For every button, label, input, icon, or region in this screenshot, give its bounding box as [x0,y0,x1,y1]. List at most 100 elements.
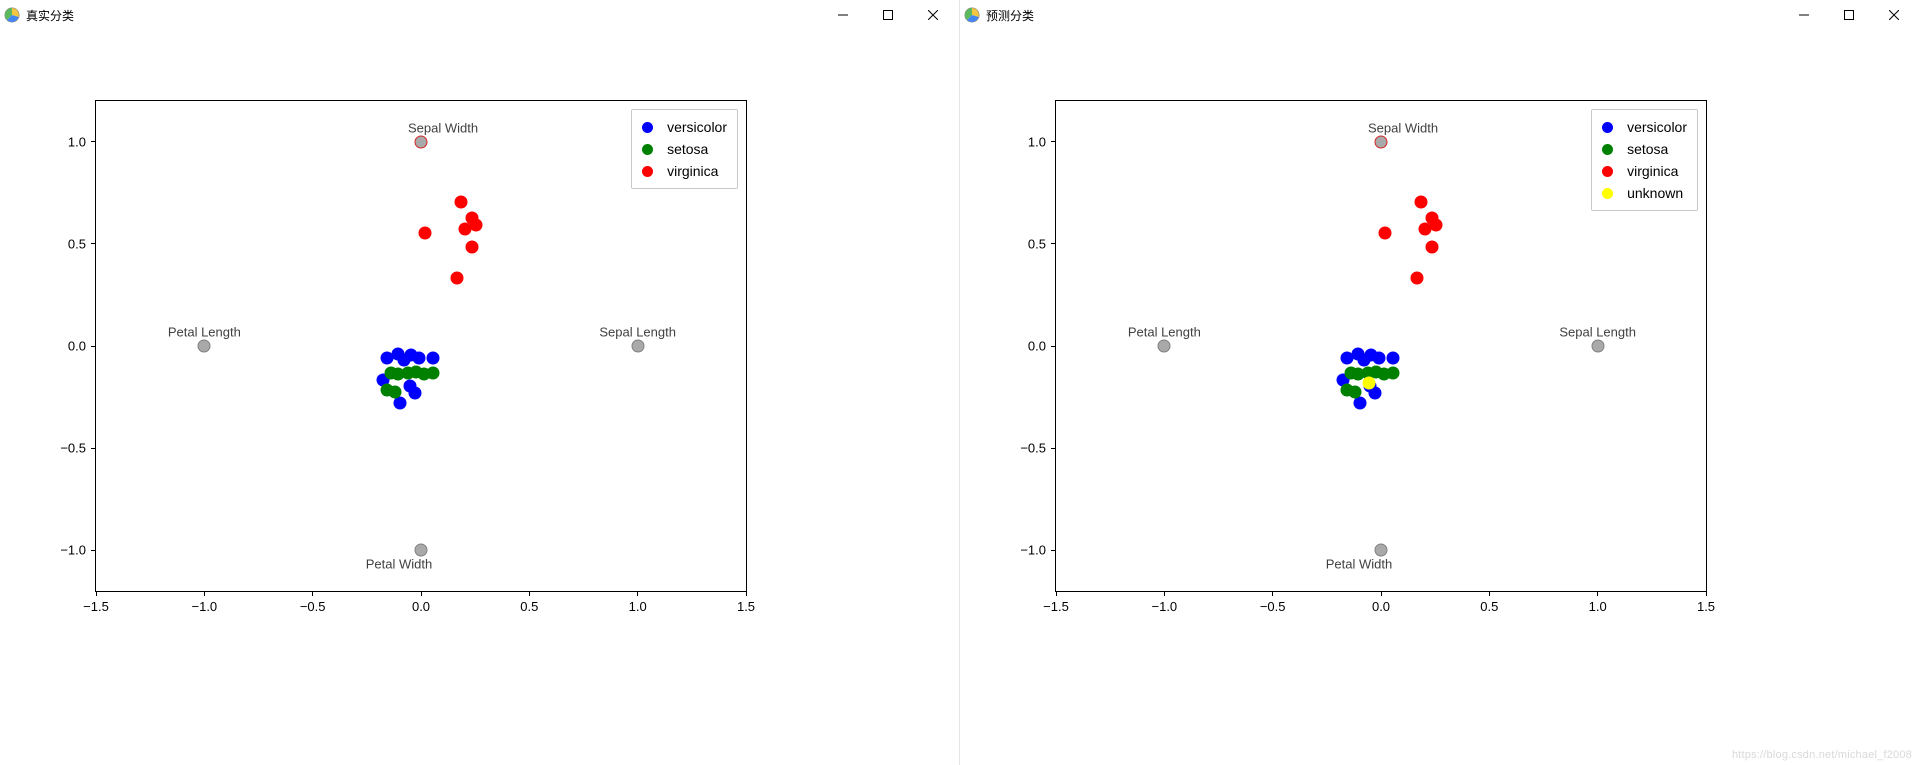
window-titlebar[interactable]: 预测分类 [960,0,1920,30]
y-tick-label: 1.0 [1028,134,1046,149]
anchor-label: Sepal Length [599,325,676,340]
x-tick-label: −0.5 [1260,599,1286,614]
x-tick-label: −1.5 [1043,599,1069,614]
legend-label: virginica [667,163,718,179]
y-tick-label: 0.0 [68,339,86,354]
window-true-class: 真实分类 −1.5−1.0−0.50.00.51.01.5−1.0−0.50.00… [0,0,960,765]
x-tick [312,591,313,596]
anchor-label: Sepal Length [1559,325,1636,340]
data-point-virginica [419,226,432,239]
x-tick [1381,591,1382,596]
x-tick [637,591,638,596]
x-tick [96,591,97,596]
data-point-virginica [470,218,483,231]
maximize-button[interactable] [865,0,910,30]
window-titlebar[interactable]: 真实分类 [0,0,959,30]
legend-item-versicolor: versicolor [1602,116,1687,138]
anchor-label: Petal Length [168,325,241,340]
y-tick [1051,448,1056,449]
x-tick-label: 0.0 [412,599,430,614]
legend-marker [1602,188,1613,199]
anchor-label: Petal Width [1326,557,1392,572]
data-point-versicolor [408,386,421,399]
legend-item-setosa: setosa [1602,138,1687,160]
legend-label: virginica [1627,163,1678,179]
x-tick-label: −1.0 [191,599,217,614]
anchor-petal-length [198,340,211,353]
x-tick-label: 1.5 [1697,599,1715,614]
y-tick-label: 0.0 [1028,339,1046,354]
x-tick [529,591,530,596]
legend-marker [642,144,653,155]
y-tick-label: 0.5 [68,236,86,251]
window-title: 预测分类 [986,7,1034,24]
scatter-axes: −1.5−1.0−0.50.00.51.01.5−1.0−0.50.00.51.… [95,100,747,592]
anchor-petal-width [415,544,428,557]
legend-item-virginica: virginica [642,160,727,182]
x-tick-label: −1.5 [83,599,109,614]
legend-marker [1602,122,1613,133]
legend-label: versicolor [1627,119,1687,135]
x-tick-label: 1.0 [629,599,647,614]
data-point-versicolor [1386,352,1399,365]
legend-item-unknown: unknown [1602,182,1687,204]
figure-area: −1.5−1.0−0.50.00.51.01.5−1.0−0.50.00.51.… [0,30,959,765]
anchor-sepal-length [1591,340,1604,353]
close-button[interactable] [1871,0,1916,30]
legend-item-virginica: virginica [1602,160,1687,182]
x-tick [1489,591,1490,596]
y-tick-label: 0.5 [1028,236,1046,251]
x-tick [1164,591,1165,596]
close-button[interactable] [910,0,955,30]
legend: versicolorsetosavirginica [631,109,738,189]
anchor-sepal-length [631,340,644,353]
x-tick [1272,591,1273,596]
maximize-button[interactable] [1826,0,1871,30]
data-point-virginica [1425,240,1438,253]
x-tick-label: 0.0 [1372,599,1390,614]
legend-label: setosa [667,141,708,157]
data-point-setosa [1386,366,1399,379]
x-tick-label: −1.0 [1151,599,1177,614]
y-tick [1051,141,1056,142]
y-tick-label: 1.0 [68,134,86,149]
scatter-axes: −1.5−1.0−0.50.00.51.01.5−1.0−0.50.00.51.… [1055,100,1707,592]
figure-area: −1.5−1.0−0.50.00.51.01.5−1.0−0.50.00.51.… [960,30,1920,765]
window-title: 真实分类 [26,7,74,24]
data-point-versicolor [1372,352,1385,365]
anchor-label: Petal Length [1128,325,1201,340]
anchor-sepal-width [1375,135,1388,148]
x-tick [1706,591,1707,596]
data-point-virginica [455,196,468,209]
legend-marker [642,166,653,177]
data-point-virginica [1430,218,1443,231]
data-point-versicolor [394,397,407,410]
y-tick [1051,243,1056,244]
x-tick-label: 0.5 [520,599,538,614]
data-point-versicolor [1354,397,1367,410]
y-tick [91,448,96,449]
y-tick [91,141,96,142]
data-point-virginica [450,271,463,284]
data-point-setosa [389,385,402,398]
data-point-virginica [1379,226,1392,239]
minimize-button[interactable] [820,0,865,30]
data-point-versicolor [412,352,425,365]
anchor-petal-width [1375,544,1388,557]
x-tick-label: 1.5 [737,599,755,614]
data-point-setosa [1349,385,1362,398]
minimize-button[interactable] [1781,0,1826,30]
x-tick-label: 0.5 [1480,599,1498,614]
x-tick [204,591,205,596]
anchor-label: Sepal Width [1368,120,1438,135]
y-tick-label: −0.5 [60,441,86,456]
y-tick [1051,346,1056,347]
anchor-sepal-width [415,135,428,148]
y-tick [91,243,96,244]
y-tick-label: −0.5 [1020,441,1046,456]
legend-marker [642,122,653,133]
x-tick [1597,591,1598,596]
desktop: 真实分类−1.5−1.0−0.50.00.51.01.5−1.0−0.50.00… [0,0,1920,765]
data-point-unknown [1363,376,1376,389]
x-tick [421,591,422,596]
